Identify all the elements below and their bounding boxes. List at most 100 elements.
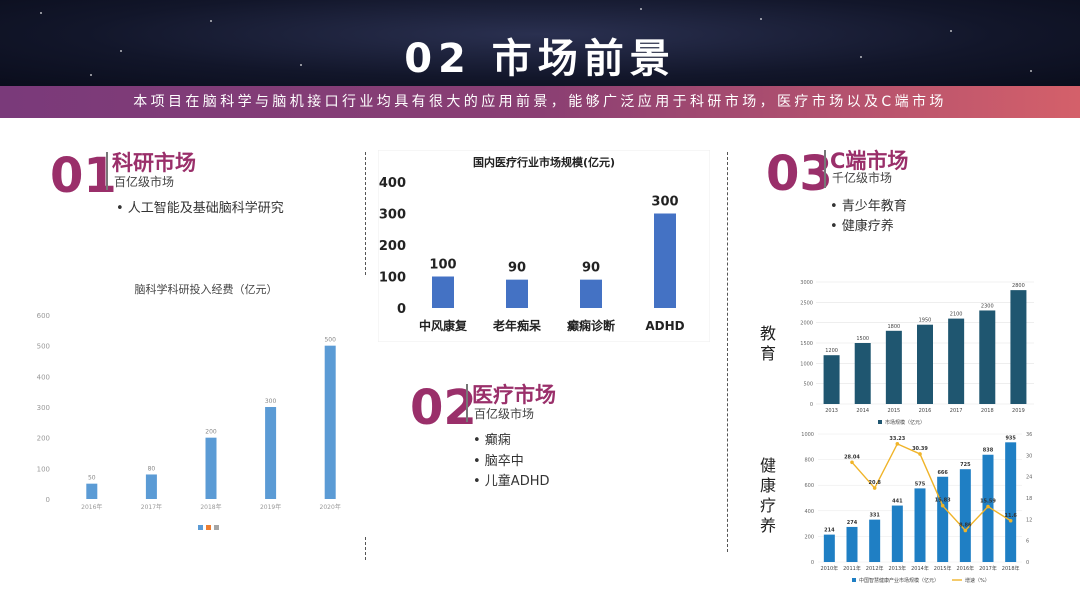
data-label: 1200 [825, 348, 838, 354]
legend-swatch [852, 578, 856, 582]
y-tick-label: 400 [37, 373, 50, 381]
x-tick-label: 中风康复 [419, 318, 468, 333]
legend-swatch [198, 525, 203, 530]
line-point [895, 442, 900, 446]
x-tick-label: 2011年 [843, 565, 861, 572]
bar [914, 488, 926, 562]
bar [145, 474, 157, 499]
legend-swatch [878, 420, 882, 424]
x-tick-label: 2020年 [320, 503, 341, 511]
bullet-item: • 人工智能及基础脑科学研究 [116, 201, 284, 216]
line-point [986, 504, 990, 509]
bar [432, 276, 454, 308]
education-label: 教育 [759, 324, 776, 363]
y-tick-label: 100 [379, 271, 406, 286]
y-tick-label: 2500 [800, 300, 813, 306]
bar [823, 355, 840, 404]
y-tick-label: 200 [804, 534, 814, 540]
line-data-label: 8.86 [959, 522, 972, 528]
data-label: 200 [205, 429, 217, 436]
y-tick-label: 200 [37, 435, 50, 443]
line-point [850, 460, 854, 465]
y-tick-label: 3000 [800, 280, 813, 286]
y-tick-label: 0 [811, 560, 814, 566]
legend-swatch [214, 525, 219, 530]
data-label: 214 [824, 528, 835, 534]
line-point [918, 452, 922, 456]
x-tick-label: 2018 [981, 408, 994, 414]
y-tick-label: 300 [37, 404, 50, 412]
bar [959, 469, 971, 562]
x-tick-label: 2013年 [888, 565, 906, 572]
y-tick-label: 500 [37, 343, 50, 351]
data-label: 2300 [981, 303, 994, 309]
y-tick-label: 200 [379, 239, 406, 254]
data-label: 300 [651, 195, 678, 210]
bar [1005, 442, 1017, 562]
bar [885, 330, 902, 404]
x-tick-label: 2017 [950, 408, 963, 414]
data-label: 274 [847, 520, 858, 526]
y2-tick-label: 30 [1026, 453, 1032, 459]
x-tick-label: 2019 [1012, 408, 1025, 414]
y-tick-label: 0 [397, 302, 406, 317]
bar [1010, 290, 1027, 404]
line-data-label: 30.39 [912, 446, 928, 452]
chart-background [790, 272, 1040, 432]
y2-tick-label: 36 [1026, 432, 1032, 438]
section-subtitle: 千亿级市场 [832, 171, 893, 185]
bullet-item: • 脑卒中 [473, 454, 524, 469]
chart-title: 国内医疗行业市场规模(亿元) [473, 155, 615, 169]
line-point [1008, 518, 1013, 523]
data-label: 935 [1005, 435, 1016, 441]
x-tick-label: 老年痴呆 [493, 318, 541, 333]
bar [917, 324, 933, 404]
bar [86, 483, 98, 499]
y2-tick-label: 6 [1026, 539, 1029, 545]
research-funding-chart: 脑科学科研投入经费（亿元） 0 100 200 300 400 500 600 50 2016年 8… [30, 275, 370, 535]
y2-tick-label: 24 [1026, 475, 1032, 481]
x-tick-label: 2015年 [934, 565, 952, 572]
line-data-label: 33.23 [889, 436, 905, 442]
y-tick-label: 2000 [800, 321, 813, 327]
section-subtitle: 百亿级市场 [474, 407, 535, 421]
bar [506, 279, 528, 308]
x-tick-label: 2018年 [200, 503, 221, 511]
section-number: 03 [766, 146, 833, 202]
header-background [0, 0, 1080, 86]
y-tick-label: 1000 [800, 361, 813, 367]
x-tick-label: 2010年 [820, 565, 838, 572]
section-divider-bar [824, 150, 826, 188]
bullet-item: • 儿童ADHD [473, 474, 550, 489]
data-label: 1500 [856, 336, 869, 342]
data-label: 2800 [1012, 283, 1025, 289]
legend-label: 中国智慧健康产业市场规模（亿元） [859, 577, 939, 584]
column-divider [727, 152, 728, 552]
y-tick-label: 1000 [801, 432, 814, 438]
chart-title: 脑科学科研投入经费（亿元） [135, 282, 278, 296]
y-tick-label: 400 [804, 509, 814, 515]
y-tick-label: 0 [46, 496, 50, 504]
x-tick-label: 2014年 [911, 565, 929, 572]
line-point [940, 503, 945, 508]
x-tick-label: 2017年 [979, 565, 997, 572]
x-tick-label: 2015 [887, 408, 900, 414]
y-tick-label: 400 [379, 176, 406, 191]
bar [854, 343, 871, 404]
education-market-chart: 0 500 1000 1500 2000 2500 3000 1200 2013 1500 2014… [790, 272, 1040, 432]
bar [580, 279, 602, 308]
y2-tick-label: 0 [1026, 560, 1029, 566]
y2-tick-label: 12 [1026, 517, 1032, 523]
data-label: 1800 [887, 324, 900, 330]
bar [891, 505, 903, 562]
bar [324, 345, 336, 499]
x-tick-label: 2016年 [81, 503, 102, 511]
summary-banner: 本项目在脑科学与脑机接口行业均具有很大的应用前景，能够广泛应用于科研市场，医疗市… [0, 86, 1080, 118]
y-tick-label: 600 [37, 312, 50, 320]
line-data-label: 15.59 [980, 499, 996, 505]
data-label: 300 [265, 398, 277, 405]
data-label: 331 [869, 513, 880, 519]
section-divider-bar [106, 152, 108, 190]
section-subtitle: 百亿级市场 [114, 175, 175, 189]
section-title: 医疗市场 [472, 383, 556, 407]
